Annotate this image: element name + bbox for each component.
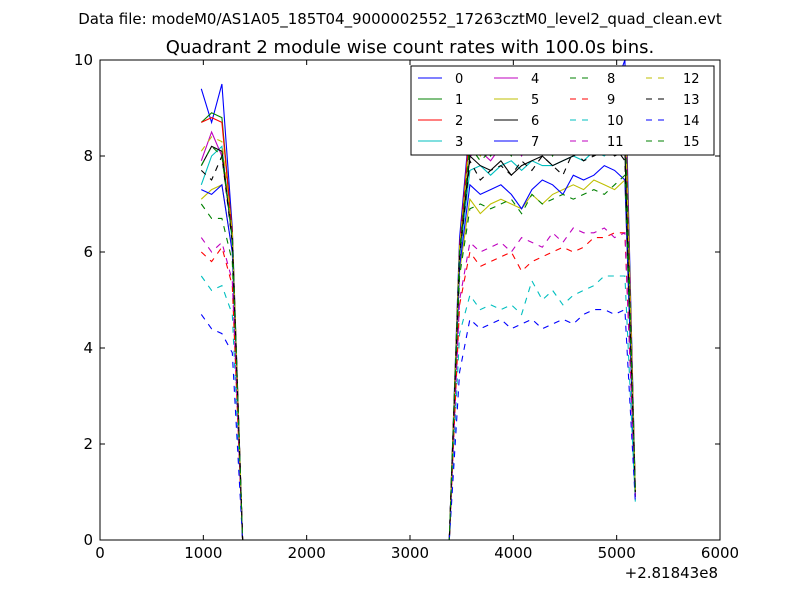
legend-label-2: 2 [455,114,463,129]
series-line-5 [200,178,636,540]
x-tick-label: 0 [95,544,105,562]
legend-label-9: 9 [607,93,615,108]
legend-label-5: 5 [531,93,539,108]
y-tick-label: 8 [83,147,93,165]
y-tick-label: 6 [83,243,93,261]
legend-label-3: 3 [455,135,463,150]
legend-label-4: 4 [531,72,539,87]
series-line-6 [200,145,636,540]
legend-label-7: 7 [531,135,539,150]
y-tick-label: 0 [83,531,93,549]
x-tick-label: 2000 [288,544,326,562]
x-tick-label: 6000 [701,544,739,562]
x-offset-label: +2.81843e8 [625,564,718,582]
legend-label-11: 11 [607,135,624,150]
legend-label-0: 0 [455,72,463,87]
legend-label-15: 15 [683,135,700,150]
legend-label-13: 13 [683,93,700,108]
series-line-10 [200,275,636,540]
legend-label-6: 6 [531,114,539,129]
y-tick-label: 4 [83,339,93,357]
x-tick-label: 4000 [494,544,532,562]
y-tick-label: 2 [83,435,93,453]
legend-label-1: 1 [455,93,463,108]
y-tick-label: 10 [74,51,93,69]
chart-title: Quadrant 2 module wise count rates with … [166,37,655,58]
series-line-8 [200,173,636,540]
x-tick-label: 1000 [184,544,222,562]
legend-label-14: 14 [683,114,700,129]
suptitle: Data file: modeM0/AS1A05_185T04_90000025… [78,10,722,29]
legend-box [410,65,715,156]
legend-label-10: 10 [607,114,624,129]
legend-label-8: 8 [607,72,615,87]
x-tick-label: 3000 [391,544,429,562]
x-tick-label: 5000 [598,544,636,562]
legend-label-12: 12 [683,72,700,87]
